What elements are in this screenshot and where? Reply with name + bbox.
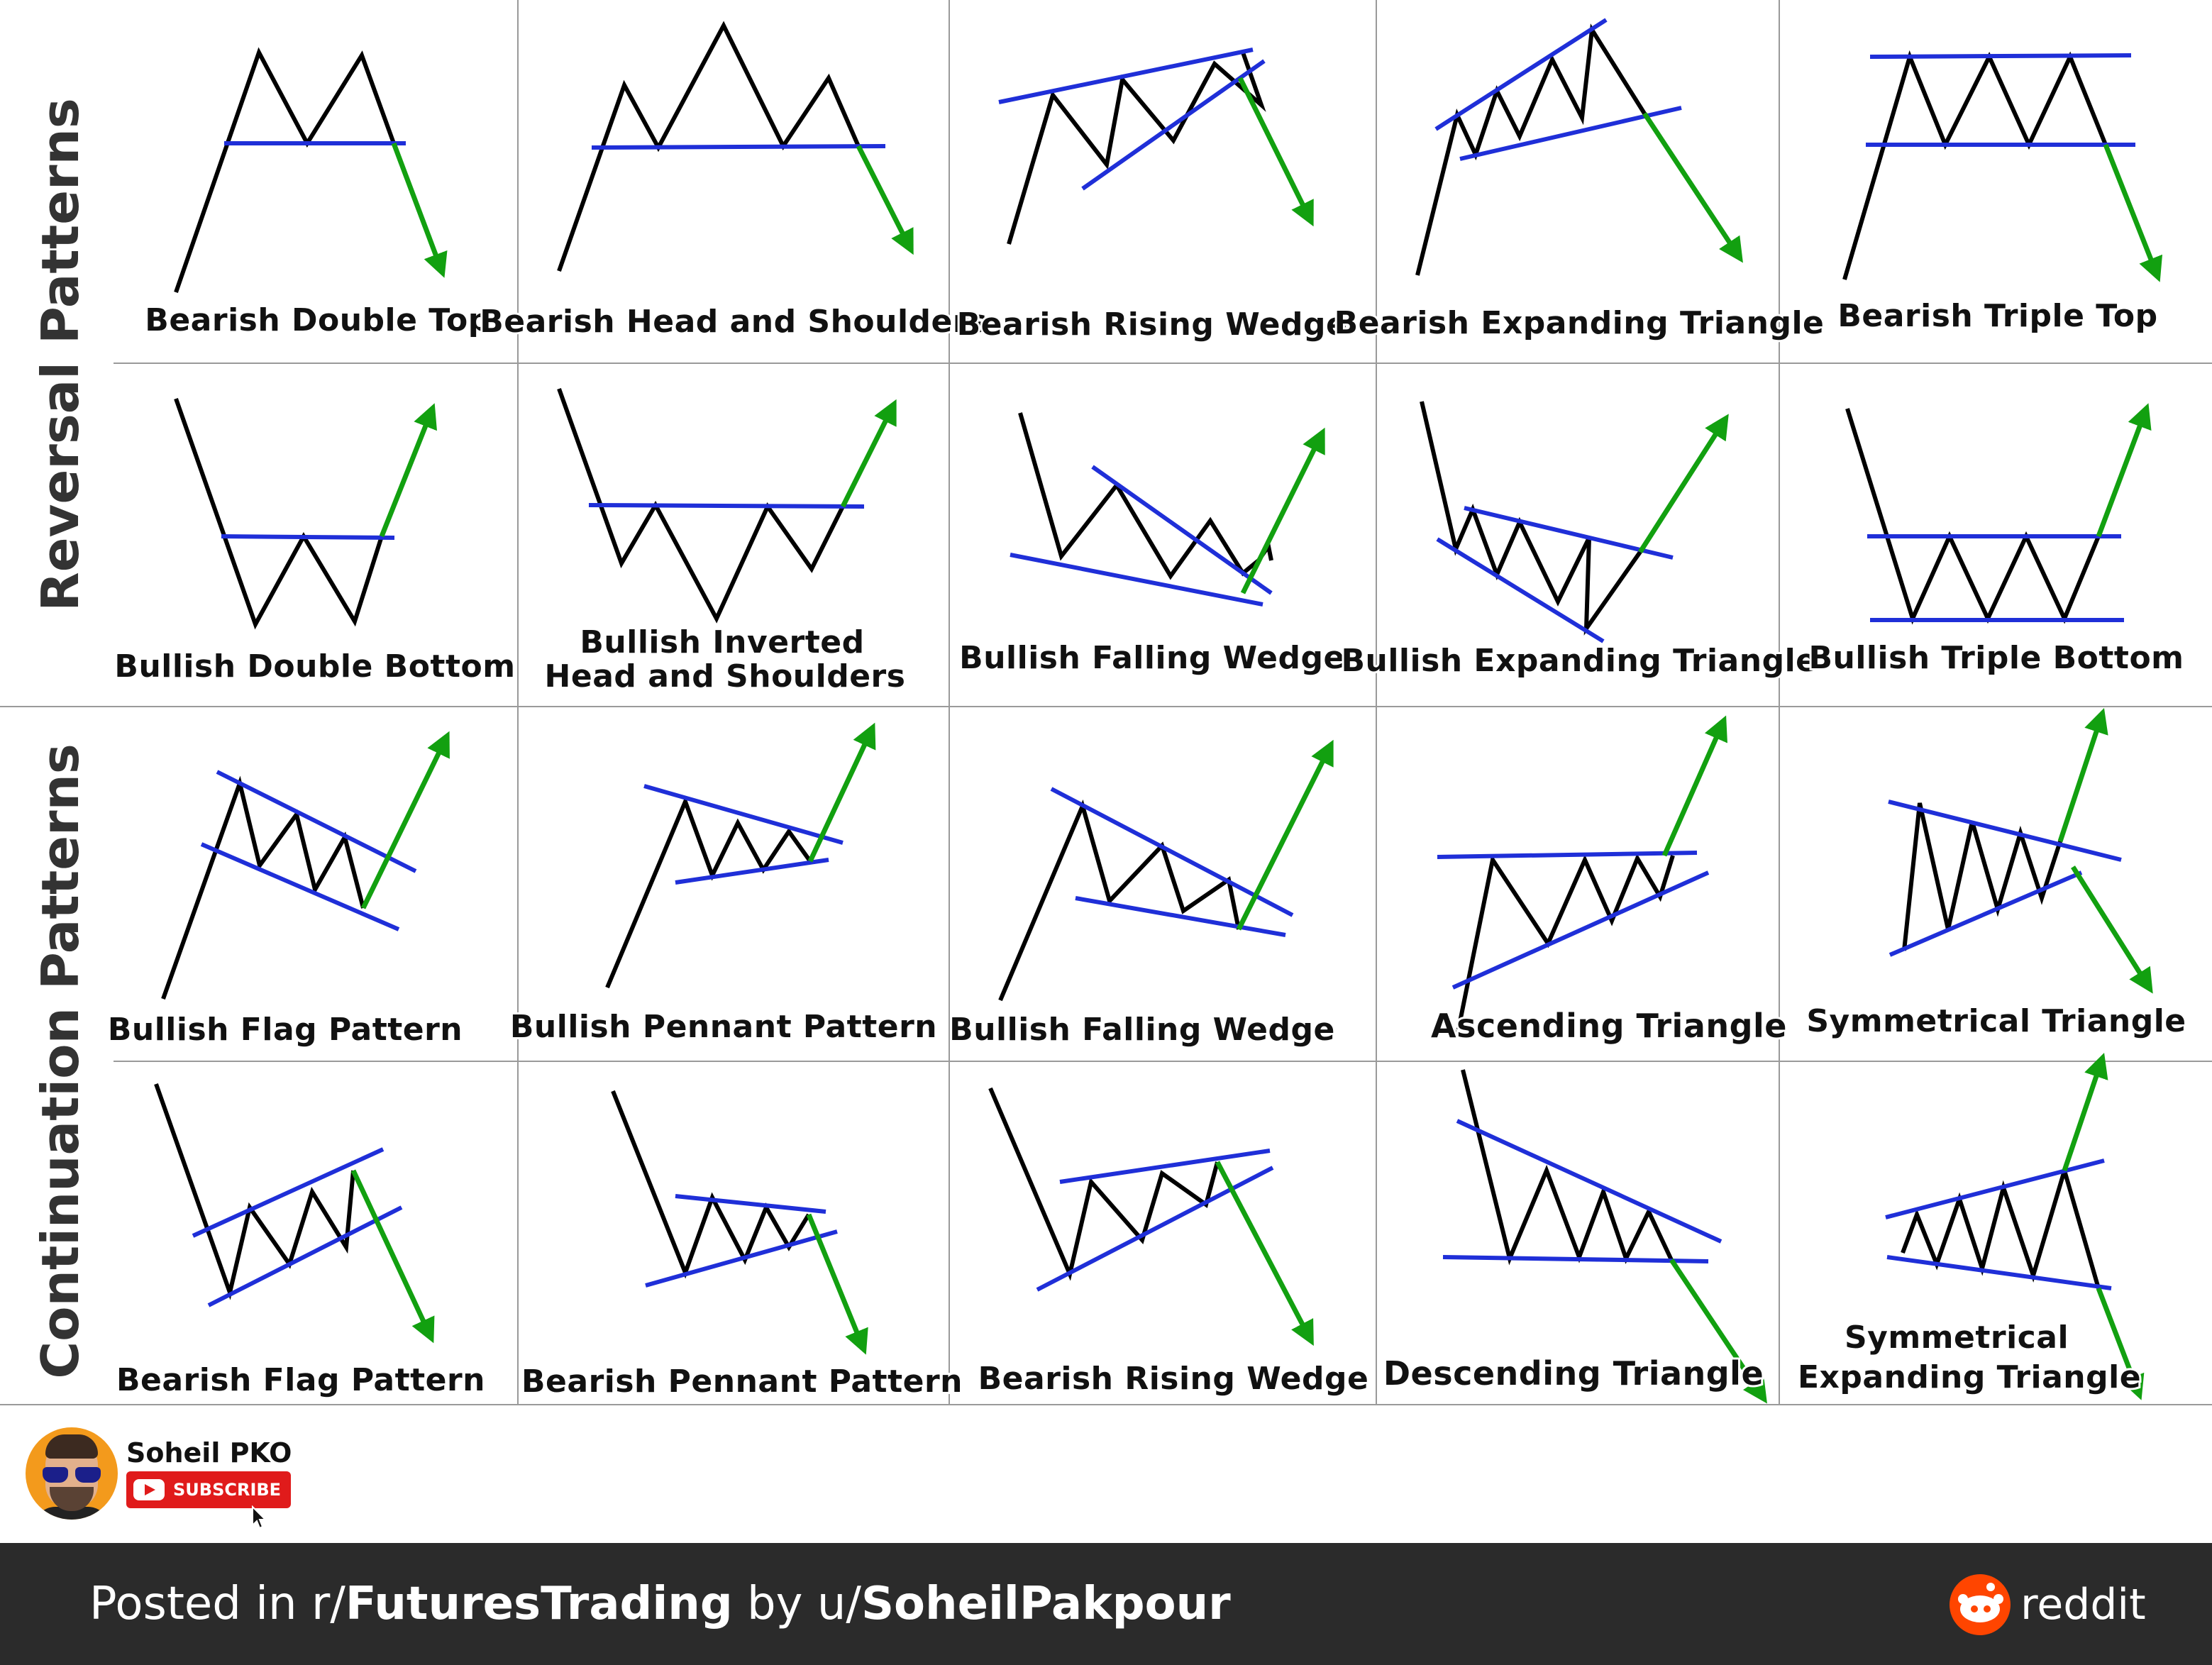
label-bullish-falling-wedge-continuation: Bullish Falling Wedge xyxy=(949,1012,1335,1048)
pattern-bearish-expanding-triangle: Bearish Expanding Triangle xyxy=(1332,18,1826,343)
pattern-descending-triangle: Descending Triangle xyxy=(1381,1069,1767,1404)
pattern-bullish-double-bottom: Bullish Double Bottom xyxy=(112,398,517,687)
label-symmetrical-triangle: Symmetrical Triangle xyxy=(1806,1003,2186,1039)
label-descending-triangle: Descending Triangle xyxy=(1383,1354,1764,1393)
label-bearish-head-and-shoulders: Bearish Head and Shoulders xyxy=(480,304,988,340)
subscribe-button[interactable]: SUBSCRIBE xyxy=(126,1471,291,1508)
pattern-bullish-falling-wedge: Bullish Falling Wedge xyxy=(957,412,1346,678)
posted-prefix: Posted in r/ xyxy=(89,1578,345,1630)
author-name[interactable]: Soheil PKO xyxy=(126,1437,292,1468)
label-symmetrical-expanding-line1: Symmetrical xyxy=(1845,1320,2069,1356)
label-bearish-expanding-triangle: Bearish Expanding Triangle xyxy=(1334,305,1825,341)
footer-bar: Posted in r/FuturesTrading by u/SoheilPa… xyxy=(0,1543,2212,1665)
label-bullish-flag-pattern: Bullish Flag Pattern xyxy=(108,1012,463,1048)
pattern-bullish-triple-bottom: Bullish Triple Bottom xyxy=(1806,403,2186,678)
label-ascending-triangle: Ascending Triangle xyxy=(1431,1007,1787,1045)
pattern-bullish-pennant-pattern: Bullish Pennant Pattern xyxy=(508,722,939,1047)
posted-in-text: Posted in r/FuturesTrading by u/SoheilPa… xyxy=(89,1543,1231,1665)
mouse-cursor-icon xyxy=(252,1505,267,1530)
chart-patterns-cheatsheet: Reversal Patterns Continuation Patterns … xyxy=(0,0,2212,1405)
label-bullish-triple-bottom: Bullish Triple Bottom xyxy=(1808,640,2184,676)
label-bullish-expanding-triangle: Bullish Expanding Triangle xyxy=(1341,643,1817,679)
youtube-play-icon xyxy=(133,1479,165,1500)
section-title-reversal: Reversal Patterns xyxy=(31,98,90,611)
label-bullish-inverted-hs-line2: Head and Shoulders xyxy=(545,658,906,695)
author-badge[interactable]: Soheil PKO SUBSCRIBE xyxy=(26,1426,309,1532)
subscribe-label: SUBSCRIBE xyxy=(173,1480,282,1500)
pattern-bearish-pennant-pattern: Bearish Pennant Pattern xyxy=(519,1090,964,1402)
pattern-bullish-expanding-triangle: Bullish Expanding Triangle xyxy=(1339,401,1819,681)
pattern-bearish-rising-wedge: Bearish Rising Wedge xyxy=(955,48,1349,345)
pattern-bearish-flag-pattern: Bearish Flag Pattern xyxy=(114,1083,487,1400)
sunglasses-icon xyxy=(43,1467,101,1483)
label-bearish-triple-top: Bearish Triple Top xyxy=(1837,298,2157,334)
reddit-wordmark: reddit xyxy=(2020,1580,2146,1630)
pattern-bullish-flag-pattern: Bullish Flag Pattern xyxy=(106,731,465,1050)
pattern-bearish-double-top: Bearish Double Top xyxy=(143,47,492,341)
label-bullish-pennant-pattern: Bullish Pennant Pattern xyxy=(510,1009,937,1045)
pattern-bearish-head-and-shoulders: Bearish Head and Shoulders xyxy=(477,21,989,342)
pattern-bullish-inverted-head-and-shoulders: Bullish Inverted Head and Shoulders xyxy=(543,387,907,697)
pattern-symmetrical-expanding-triangle: Symmetrical Expanding Triangle xyxy=(1796,1053,2145,1400)
pattern-bullish-falling-wedge-continuation: Bullish Falling Wedge xyxy=(947,739,1337,1050)
posted-by: by u/ xyxy=(732,1578,861,1630)
label-bearish-double-top: Bearish Double Top xyxy=(145,302,490,338)
reddit-snoo-icon xyxy=(1950,1574,2011,1635)
label-bullish-inverted-hs-line1: Bullish Inverted xyxy=(580,624,864,660)
pattern-ascending-triangle: Ascending Triangle xyxy=(1429,715,1789,1047)
label-bearish-rising-wedge: Bearish Rising Wedge xyxy=(957,306,1348,343)
avatar[interactable] xyxy=(26,1427,118,1520)
pattern-bearish-triple-top: Bearish Triple Top xyxy=(1835,50,2163,336)
label-bearish-flag-pattern: Bearish Flag Pattern xyxy=(116,1362,485,1398)
user-link[interactable]: SoheilPakpour xyxy=(861,1578,1231,1630)
subreddit-link[interactable]: FuturesTrading xyxy=(345,1578,733,1630)
section-title-continuation: Continuation Patterns xyxy=(31,743,90,1378)
label-bearish-rising-wedge-continuation: Bearish Rising Wedge xyxy=(978,1361,1369,1397)
reddit-logo[interactable]: reddit xyxy=(1950,1573,2162,1637)
label-bullish-falling-wedge: Bullish Falling Wedge xyxy=(959,640,1345,676)
pattern-bearish-rising-wedge-continuation: Bearish Rising Wedge xyxy=(976,1087,1371,1399)
label-bullish-double-bottom: Bullish Double Bottom xyxy=(114,648,515,685)
label-symmetrical-expanding-line2: Expanding Triangle xyxy=(1798,1359,2141,1395)
grid-lines xyxy=(0,0,2212,1405)
label-bearish-pennant-pattern: Bearish Pennant Pattern xyxy=(521,1363,963,1400)
pattern-symmetrical-triangle: Symmetrical Triangle xyxy=(1804,708,2188,1041)
